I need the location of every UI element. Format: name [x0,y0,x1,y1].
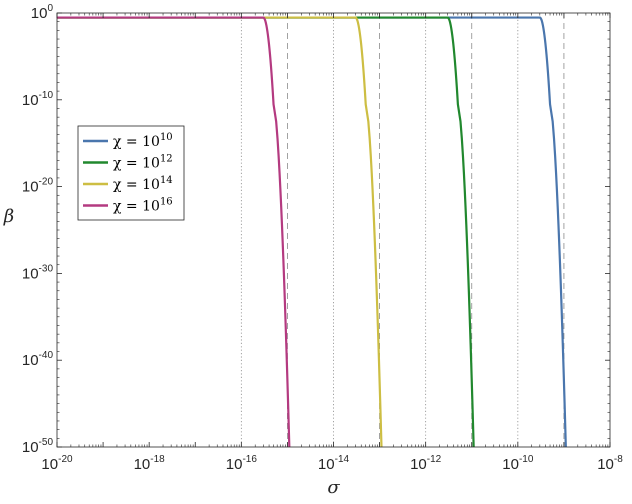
series-line-14 [57,16,383,448]
series-line-16 [57,16,291,448]
series-line-10 [57,16,567,448]
x-tick-label: 10-8 [597,454,623,473]
series-lines [57,16,567,448]
y-tick-label: 10-10 [22,90,54,109]
y-tick-label: 10-50 [22,437,54,456]
y-ticks: 100 10-10 10-20 10-30 10-40 10-50 [22,3,610,456]
legend-label-10: χ = 1010 [113,132,173,150]
legend: χ = 1010 χ = 1012 χ = 1014 χ = 1016 [77,125,185,221]
x-tick-label: 10-20 [41,454,73,473]
x-tick-label: 10-16 [226,454,258,473]
series-line-12 [57,16,475,448]
x-tick-label: 10-12 [410,454,442,473]
x-axis-label: σ [327,477,340,498]
y-tick-label: 10-20 [22,177,54,196]
y-tick-label: 100 [31,3,54,22]
legend-label-14: χ = 1014 [113,175,173,193]
y-tick-label: 10-30 [22,263,54,282]
x-tick-label: 10-14 [318,454,350,473]
x-ticks: 10-20 10-18 10-16 10-14 10-12 10-10 10-8 [41,13,623,473]
y-tick-label: 10-40 [22,350,54,369]
x-tick-label: 10-18 [134,454,166,473]
x-tick-label: 10-10 [502,454,534,473]
legend-label-12: χ = 1012 [113,154,173,172]
y-axis-label: β [3,206,14,227]
legend-label-16: χ = 1016 [113,197,173,215]
reference-lines [240,13,565,447]
